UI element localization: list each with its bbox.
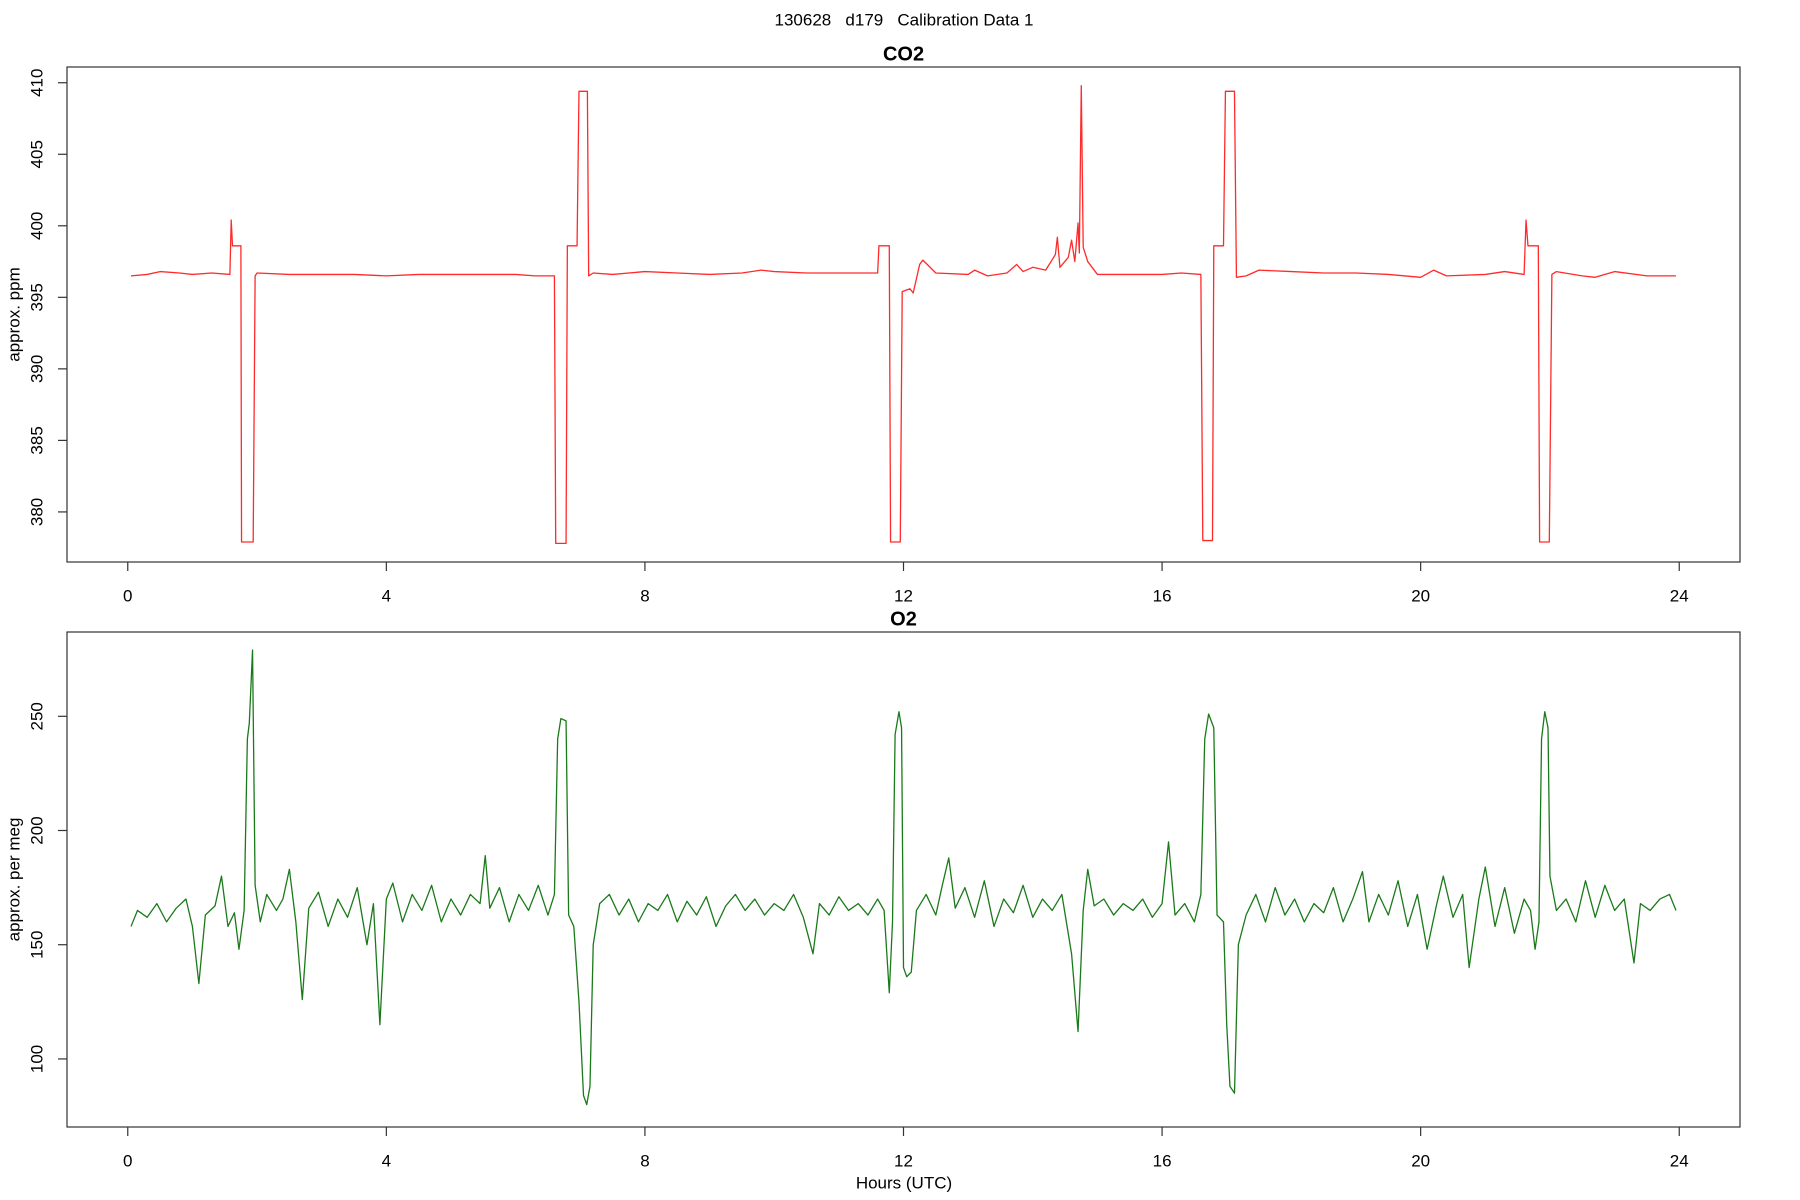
x-tick-label: 0 — [123, 1151, 132, 1170]
x-tick-label: 8 — [640, 1151, 649, 1170]
x-tick-label: 0 — [123, 586, 132, 605]
x-tick-label: 16 — [1153, 1151, 1172, 1170]
y-tick-label: 100 — [27, 1045, 46, 1073]
x-tick-label: 24 — [1670, 586, 1689, 605]
y-tick-label: 150 — [27, 931, 46, 959]
plot-frame — [66, 631, 1741, 1128]
x-tick-label: 12 — [894, 1151, 913, 1170]
x-tick-label: 8 — [640, 586, 649, 605]
plot-frame — [66, 66, 1741, 563]
y-tick-label: 400 — [27, 212, 46, 240]
y-tick-label: 390 — [27, 355, 46, 383]
y-tick-label: 395 — [27, 283, 46, 311]
y-tick-label: 200 — [27, 816, 46, 844]
panel-title: O2 — [890, 608, 917, 630]
y-tick-label: 410 — [27, 69, 46, 97]
x-tick-label: 4 — [382, 1151, 391, 1170]
x-tick-label: 20 — [1411, 1151, 1430, 1170]
panel-title: CO2 — [883, 43, 924, 65]
y-tick-label: 380 — [27, 498, 46, 526]
y-tick-label: 405 — [27, 140, 46, 168]
y-tick-label: 385 — [27, 426, 46, 454]
x-tick-label: 4 — [382, 586, 391, 605]
x-tick-label: 24 — [1670, 1151, 1689, 1170]
data-line — [130, 84, 1676, 545]
x-tick-label: 12 — [894, 586, 913, 605]
y-axis-label: approx. per meg — [4, 818, 23, 942]
y-tick-label: 250 — [27, 702, 46, 730]
y-axis-label: approx. ppm — [4, 267, 23, 362]
x-tick-label: 20 — [1411, 586, 1430, 605]
figure-title: 130628 d179 Calibration Data 1 — [775, 10, 1034, 29]
data-line — [130, 649, 1677, 1106]
x-tick-label: 16 — [1153, 586, 1172, 605]
x-axis-label: Hours (UTC) — [856, 1173, 952, 1192]
